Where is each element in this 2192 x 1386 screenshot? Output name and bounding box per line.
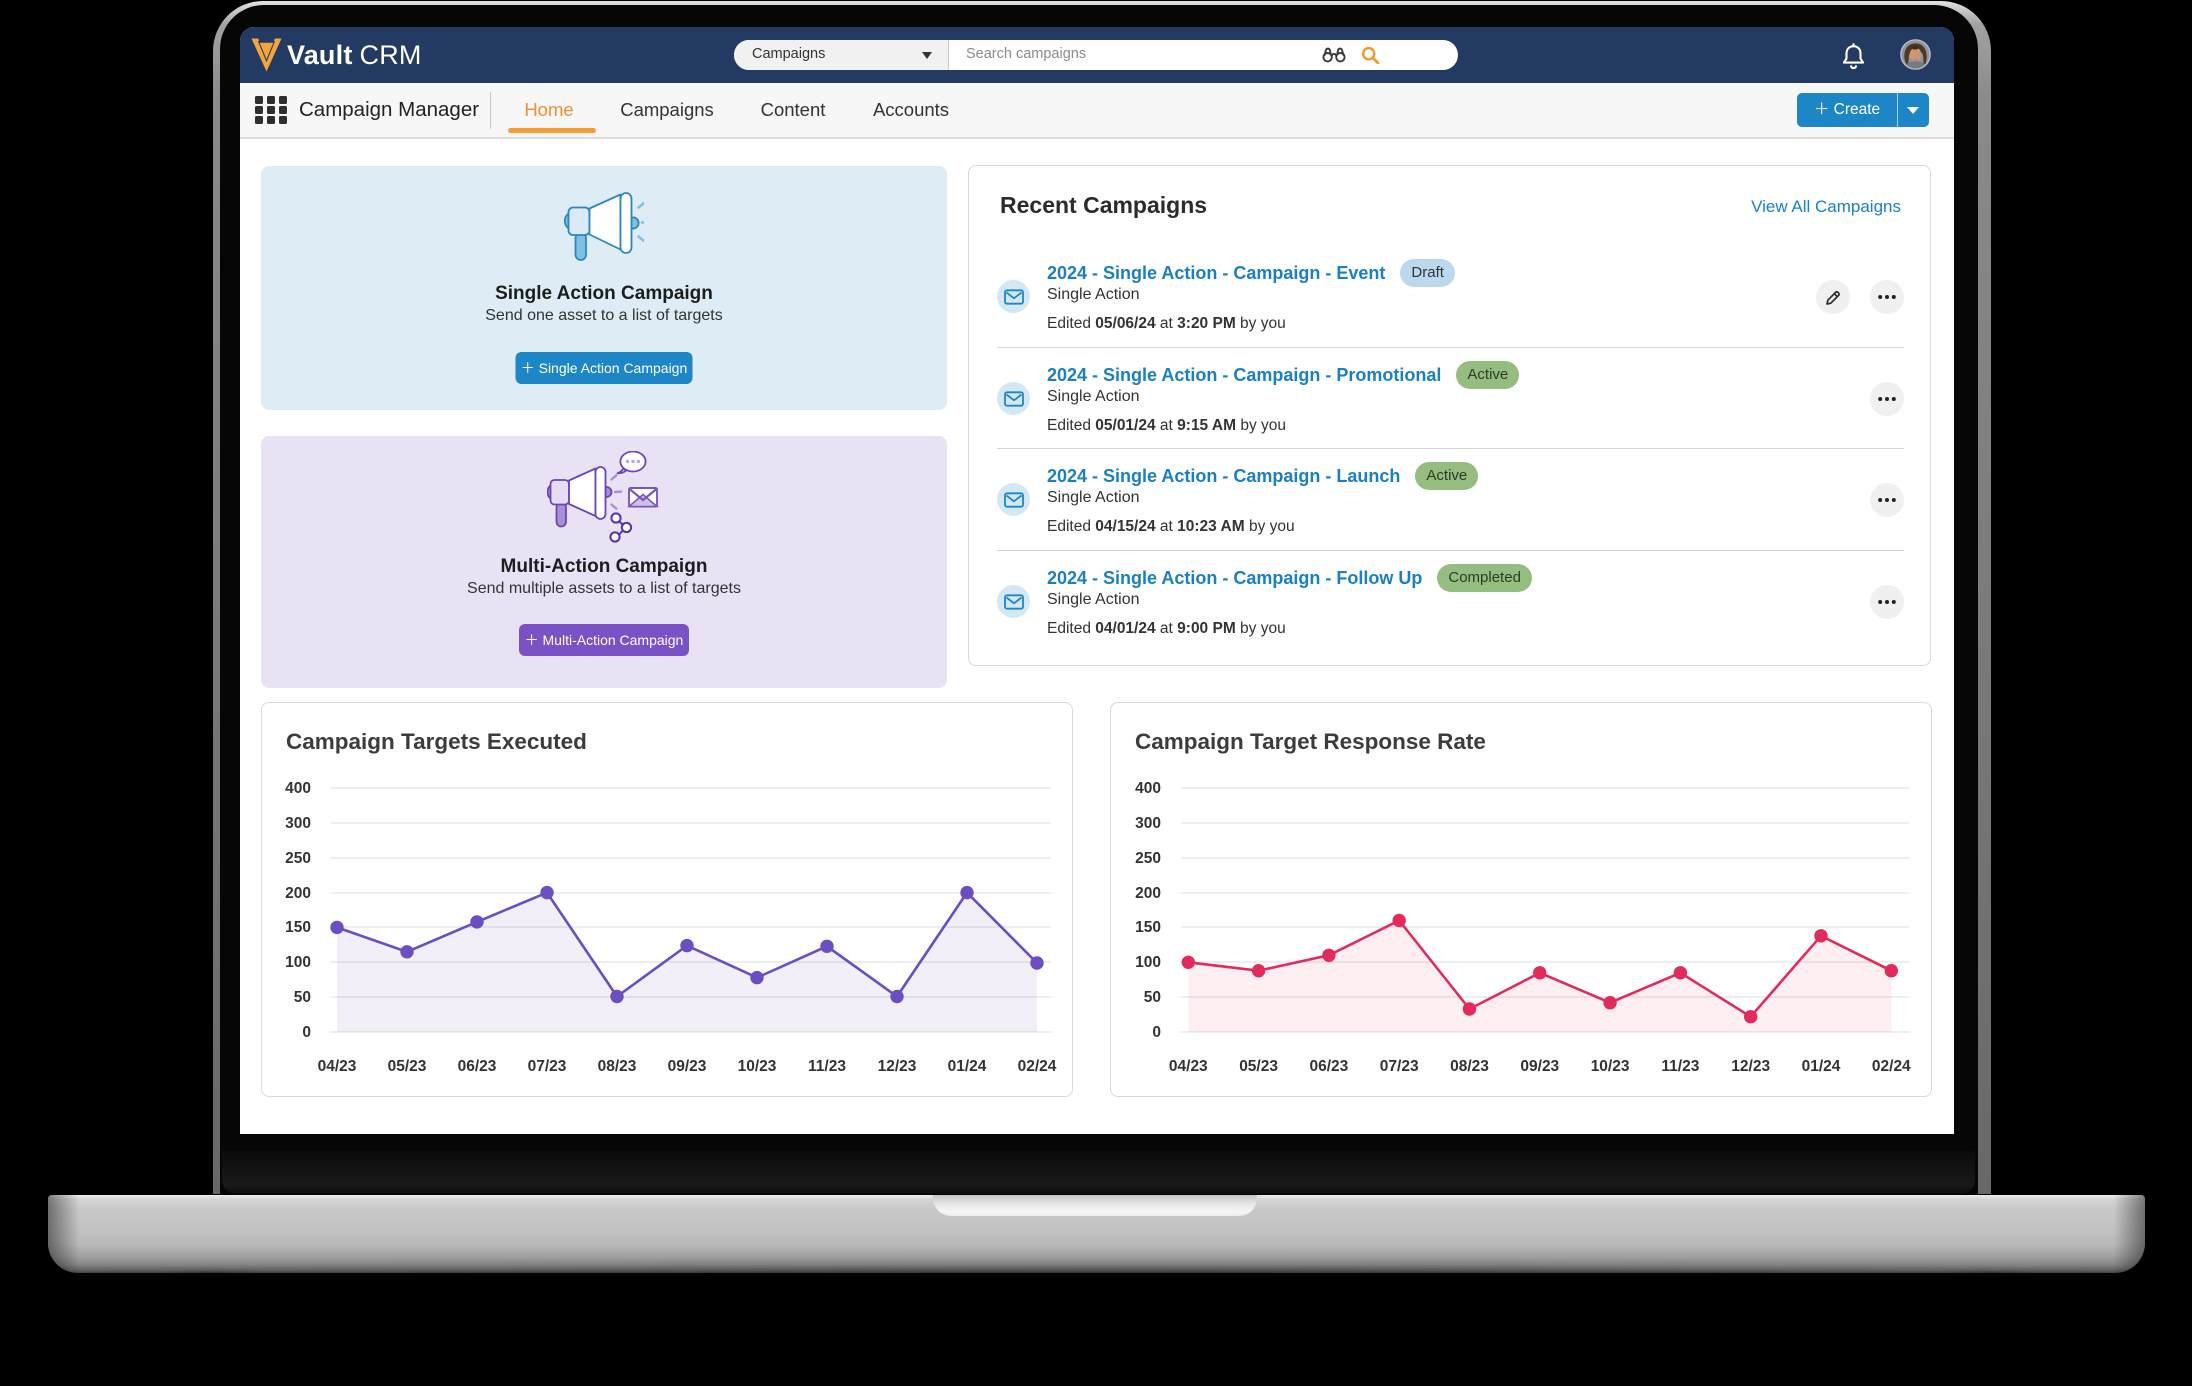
- svg-text:07/23: 07/23: [1380, 1058, 1419, 1075]
- svg-text:150: 150: [1135, 919, 1161, 936]
- svg-text:02/24: 02/24: [1018, 1058, 1057, 1075]
- svg-text:10/23: 10/23: [738, 1058, 777, 1075]
- svg-text:08/23: 08/23: [598, 1058, 637, 1075]
- svg-text:11/23: 11/23: [808, 1058, 846, 1075]
- svg-text:300: 300: [1135, 815, 1161, 832]
- svg-text:12/23: 12/23: [878, 1058, 917, 1075]
- svg-text:05/23: 05/23: [1239, 1058, 1278, 1075]
- svg-text:05/23: 05/23: [388, 1058, 427, 1075]
- svg-text:250: 250: [1135, 850, 1161, 867]
- svg-text:300: 300: [285, 815, 311, 832]
- svg-text:04/23: 04/23: [318, 1058, 357, 1075]
- svg-text:400: 400: [285, 780, 311, 797]
- svg-text:200: 200: [285, 885, 311, 902]
- svg-text:04/23: 04/23: [1169, 1058, 1208, 1075]
- svg-text:09/23: 09/23: [1520, 1058, 1559, 1075]
- svg-text:50: 50: [1144, 989, 1161, 1006]
- svg-text:Campaign Target Response Rate: Campaign Target Response Rate: [1135, 729, 1486, 754]
- svg-text:10/23: 10/23: [1591, 1058, 1630, 1075]
- svg-text:11/23: 11/23: [1661, 1058, 1699, 1075]
- svg-text:01/24: 01/24: [1802, 1058, 1841, 1075]
- svg-text:0: 0: [302, 1024, 311, 1041]
- svg-text:100: 100: [1135, 954, 1161, 971]
- svg-text:400: 400: [1135, 780, 1161, 797]
- svg-text:Campaign Targets Executed: Campaign Targets Executed: [286, 729, 587, 754]
- svg-text:12/23: 12/23: [1731, 1058, 1770, 1075]
- svg-text:150: 150: [285, 919, 311, 936]
- svg-text:0: 0: [1152, 1024, 1161, 1041]
- svg-text:07/23: 07/23: [528, 1058, 567, 1075]
- svg-text:09/23: 09/23: [668, 1058, 707, 1075]
- svg-text:02/24: 02/24: [1872, 1058, 1911, 1075]
- svg-text:100: 100: [285, 954, 311, 971]
- svg-text:06/23: 06/23: [458, 1058, 497, 1075]
- svg-text:200: 200: [1135, 885, 1161, 902]
- svg-text:08/23: 08/23: [1450, 1058, 1489, 1075]
- svg-text:06/23: 06/23: [1310, 1058, 1349, 1075]
- svg-text:01/24: 01/24: [948, 1058, 987, 1075]
- svg-text:250: 250: [285, 850, 311, 867]
- svg-text:50: 50: [294, 989, 311, 1006]
